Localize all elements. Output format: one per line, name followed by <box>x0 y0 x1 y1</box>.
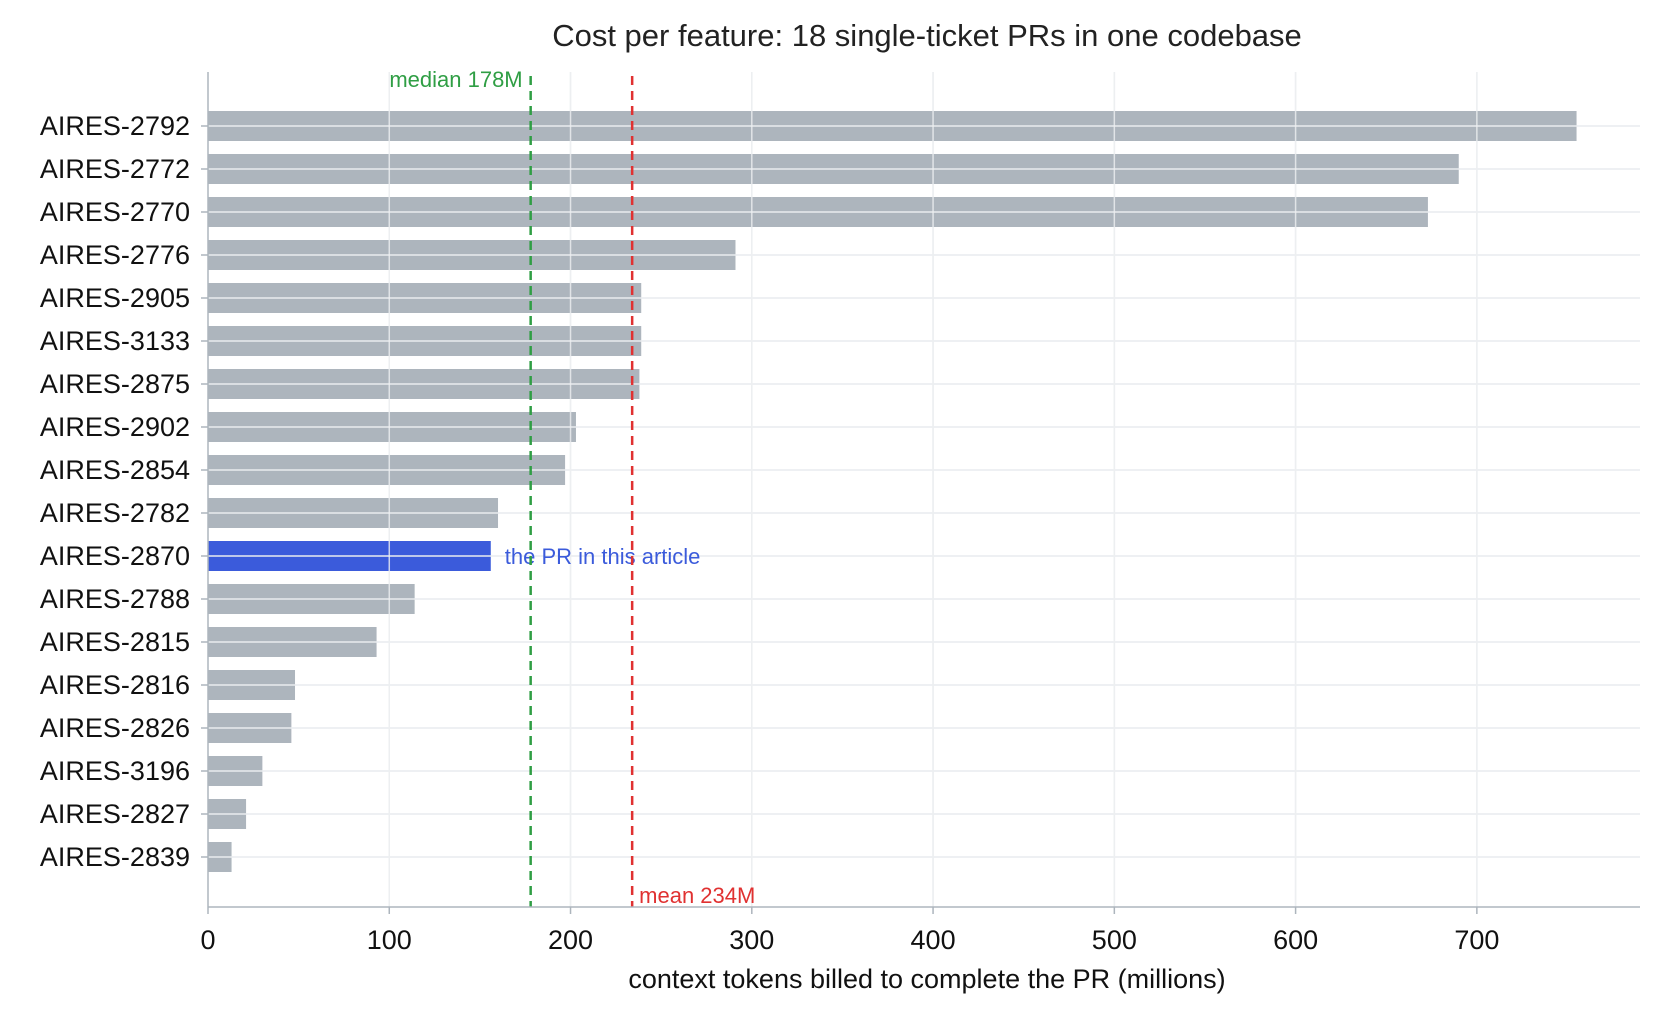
axis-layer: 0 100 200 300 400 500 600 700 <box>200 72 1640 955</box>
category-tick-label: AIRES-2870 <box>40 541 190 571</box>
x-tick-label: 600 <box>1273 925 1318 955</box>
category-tick-label: AIRES-2815 <box>40 627 190 657</box>
x-tick-label: 400 <box>911 925 956 955</box>
x-tick-label: 100 <box>367 925 412 955</box>
reference-lines-layer: the PR in this article median 178M mean 23… <box>389 67 755 908</box>
x-axis-label: context tokens billed to complete the PR… <box>628 964 1225 994</box>
category-tick-label: AIRES-2905 <box>40 283 190 313</box>
category-tick-label: AIRES-2788 <box>40 584 190 614</box>
category-labels-layer: AIRES-2792 AIRES-2772 AIRES-2770 AIRES-2776… <box>40 111 190 872</box>
category-tick-label: AIRES-3133 <box>40 326 190 356</box>
category-tick-label: AIRES-3196 <box>40 756 190 786</box>
category-tick-label: AIRES-2816 <box>40 670 190 700</box>
x-tick-label: 0 <box>200 925 215 955</box>
category-tick-label: AIRES-2854 <box>40 455 190 485</box>
category-tick-label: AIRES-2772 <box>40 154 190 184</box>
bars-layer <box>208 111 1577 872</box>
highlight-annotation: the PR in this article <box>505 544 701 569</box>
chart-title: Cost per feature: 18 single-ticket PRs i… <box>552 18 1302 53</box>
x-tick-label: 300 <box>729 925 774 955</box>
median-label: median 178M <box>389 67 522 92</box>
category-tick-label: AIRES-2826 <box>40 713 190 743</box>
category-tick-label: AIRES-2827 <box>40 799 190 829</box>
category-tick-label: AIRES-2902 <box>40 412 190 442</box>
category-tick-label: AIRES-2875 <box>40 369 190 399</box>
x-tick-label: 500 <box>1092 925 1137 955</box>
mean-label: mean 234M <box>639 883 755 908</box>
x-tick-label: 700 <box>1454 925 1499 955</box>
category-tick-label: AIRES-2782 <box>40 498 190 528</box>
category-tick-label: AIRES-2776 <box>40 240 190 270</box>
category-tick-label: AIRES-2792 <box>40 111 190 141</box>
x-tick-label: 200 <box>548 925 593 955</box>
category-tick-label: AIRES-2839 <box>40 842 190 872</box>
horizontal-grid-layer <box>208 72 1640 907</box>
category-tick-label: AIRES-2770 <box>40 197 190 227</box>
